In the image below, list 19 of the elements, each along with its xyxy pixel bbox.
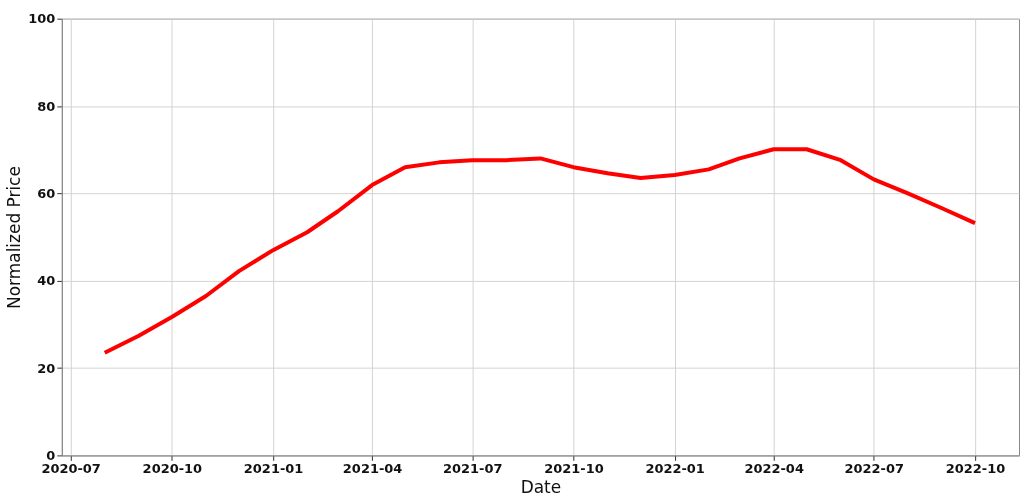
x-tick-label: 2021-07 bbox=[442, 460, 503, 476]
x-tick-label: 2022-04 bbox=[744, 460, 804, 476]
y-tick-label: 0 bbox=[46, 447, 56, 463]
x-tick-label: 2020-07 bbox=[41, 460, 101, 476]
x-tick-label: 2021-04 bbox=[342, 460, 403, 476]
y-tick-label: 20 bbox=[37, 360, 56, 376]
x-tick-label: 2020-10 bbox=[142, 460, 203, 476]
x-tick-label: 2021-10 bbox=[544, 460, 604, 476]
y-tick-label: 60 bbox=[37, 185, 56, 201]
y-tick-label: 80 bbox=[37, 98, 56, 114]
y-tick-label: 100 bbox=[28, 11, 56, 27]
x-tick-label: 2022-10 bbox=[945, 460, 1006, 476]
x-tick-label: 2022-07 bbox=[844, 460, 905, 476]
line-series bbox=[102, 147, 978, 355]
x-tick-label: 2021-01 bbox=[243, 460, 304, 476]
y-axis-title: Normalized Price bbox=[4, 166, 25, 309]
x-axis-title: Date bbox=[520, 476, 562, 496]
y-tick-label: 40 bbox=[37, 273, 56, 289]
x-tick-label: 2022-01 bbox=[645, 460, 705, 476]
